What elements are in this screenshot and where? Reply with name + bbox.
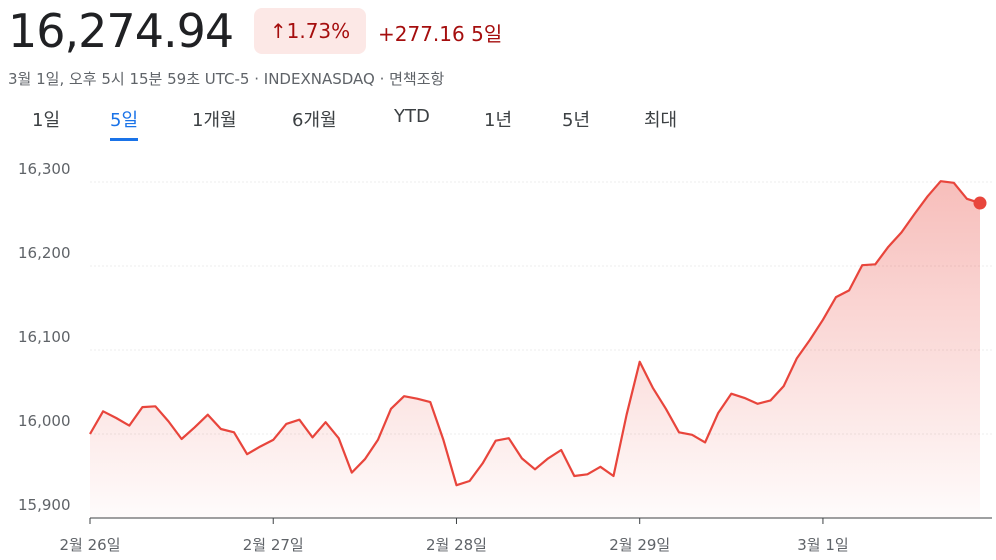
range-tab[interactable]: 최대 [644,110,678,131]
change-badge: ↑ 1.73% [254,8,366,54]
x-tick-label: 2월 29일 [609,536,670,554]
change-period: 5일 [471,22,503,46]
range-tab[interactable]: 5년 [562,110,591,131]
change: +277.16 5일 [378,18,502,47]
range-tab[interactable]: 6개월 [292,110,337,131]
last-point [973,196,987,210]
y-tick-label: 16,200 [18,244,71,262]
x-tick-label: 3월 1일 [797,536,848,554]
y-tick-label: 16,000 [18,412,71,430]
y-tick-label: 16,100 [18,328,71,346]
price-line [89,180,981,487]
area [90,181,980,518]
price: 16,274.94 [8,4,234,58]
y-tick-label: 15,900 [18,496,71,514]
y-tick-label: 16,300 [18,160,71,178]
change-percent: 1.73% [286,19,351,43]
arrow-icon: ↑ [269,19,287,43]
range-tab[interactable]: 1개월 [192,110,237,131]
x-tick-label: 2월 26일 [60,536,121,554]
range-tab[interactable]: 5일 [110,106,139,141]
range-tab[interactable]: 1일 [32,110,61,131]
x-tick-label: 2월 27일 [243,536,304,554]
range-tab[interactable]: 1년 [484,110,513,131]
subtitle: 3월 1일, 오후 5시 15분 59초 UTC-5 · INDEXNASDAQ… [8,70,445,88]
change-value: +277.16 [378,22,465,46]
range-tab[interactable]: YTD [394,106,430,127]
x-tick-label: 2월 28일 [426,536,487,554]
